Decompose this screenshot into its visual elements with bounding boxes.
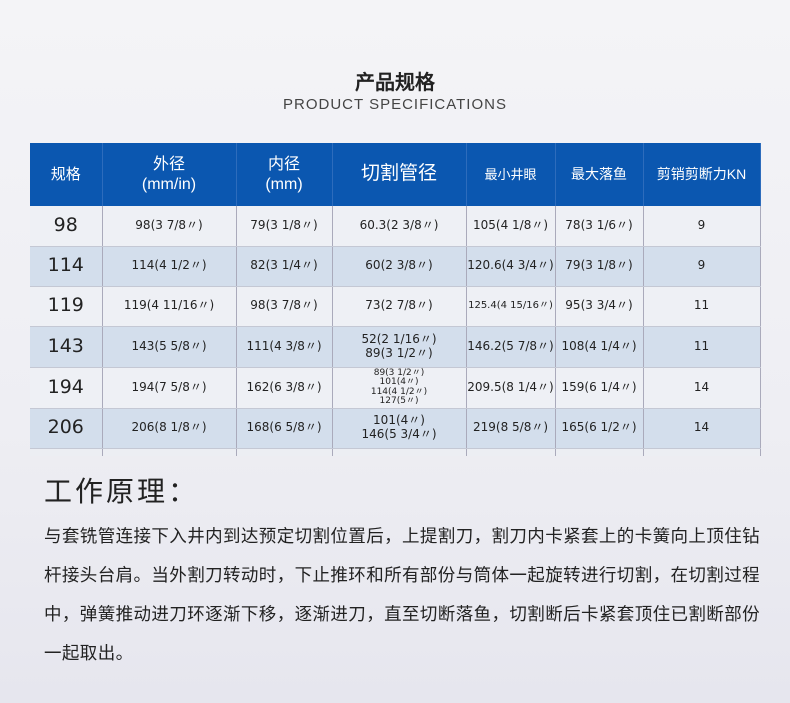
table-row: 194 194(7 5/8〃) 162(6 3/8〃) 89(3 1/2〃) 101(4… bbox=[30, 367, 761, 409]
principle-heading: 工作原理： bbox=[44, 475, 200, 508]
table-cell: 114(4 1/2〃) bbox=[102, 246, 237, 287]
table-cell: 9 bbox=[643, 206, 761, 247]
table-cell: 114 bbox=[30, 246, 103, 287]
table-cell: 95(3 3/4〃) bbox=[555, 286, 644, 327]
table-row: 114 114(4 1/2〃) 82(3 1/4〃) 60(2 3/8〃) 120.6(… bbox=[30, 246, 761, 287]
table-cell: 14 bbox=[643, 367, 761, 409]
table-cell: 9 bbox=[643, 246, 761, 287]
table-cell: 120.6(4 3/4〃) bbox=[466, 246, 556, 287]
table-row: 206 206(8 1/8〃) 168(6 5/8〃) 101(4〃) 146(5 3/… bbox=[30, 408, 761, 449]
table-cell: 52(2 1/16〃) 89(3 1/2〃) bbox=[332, 326, 467, 368]
spacer-cell bbox=[555, 448, 644, 456]
table-cell: 194(7 5/8〃) bbox=[102, 367, 237, 409]
table-cell: 119(4 11/16〃) bbox=[102, 286, 237, 327]
table-cell: 165(6 1/2〃) bbox=[555, 408, 644, 449]
spacer-cell bbox=[332, 448, 467, 456]
page-subtitle: PRODUCT SPECIFICATIONS bbox=[283, 96, 507, 113]
table-cell: 11 bbox=[643, 326, 761, 368]
table-cell: 78(3 1/6〃) bbox=[555, 206, 644, 247]
spacer-cell bbox=[236, 448, 333, 456]
table-cell: 206(8 1/8〃) bbox=[102, 408, 237, 449]
table-cell: 194 bbox=[30, 367, 103, 409]
table-cell: 79(3 1/8〃) bbox=[236, 206, 333, 247]
table-cell: 143 bbox=[30, 326, 103, 368]
column-header: 切割管径 bbox=[332, 143, 467, 206]
table-cell: 101(4〃) 146(5 3/4〃) bbox=[332, 408, 467, 449]
table-cell: 11 bbox=[643, 286, 761, 327]
table-cell: 60.3(2 3/8〃) bbox=[332, 206, 467, 247]
spacer-cell bbox=[30, 448, 103, 456]
table-cell: 82(3 1/4〃) bbox=[236, 246, 333, 287]
spacer-cell bbox=[102, 448, 237, 456]
table-cell: 111(4 3/8〃) bbox=[236, 326, 333, 368]
spacer-cell bbox=[466, 448, 556, 456]
table-cell: 125.4(4 15/16〃) bbox=[466, 286, 556, 327]
column-header: 最大落鱼 bbox=[555, 143, 644, 206]
principle-text: 与套铣管连接下入井内到达预定切割位置后，上提割刀，割刀内卡紧套上的卡簧向上顶住钻… bbox=[44, 527, 760, 664]
table-cell: 143(5 5/8〃) bbox=[102, 326, 237, 368]
table-cell: 108(4 1/4〃) bbox=[555, 326, 644, 368]
table-cell: 89(3 1/2〃) 101(4〃) 114(4 1/2〃) 127(5〃) bbox=[332, 367, 467, 409]
table-cell: 209.5(8 1/4〃) bbox=[466, 367, 556, 409]
table-cell: 119 bbox=[30, 286, 103, 327]
table-cell: 146.2(5 7/8〃) bbox=[466, 326, 556, 368]
table-row: 98 98(3 7/8〃) 79(3 1/8〃) 60.3(2 3/8〃) 105(4 … bbox=[30, 206, 761, 247]
table-row: 143 143(5 5/8〃) 111(4 3/8〃) 52(2 1/16〃) 89(3… bbox=[30, 326, 761, 368]
column-header: 外径 (mm/in) bbox=[102, 143, 237, 206]
column-header: 剪销剪断力KN bbox=[643, 143, 761, 206]
table-cell: 60(2 3/8〃) bbox=[332, 246, 467, 287]
table-cell: 73(2 7/8〃) bbox=[332, 286, 467, 327]
column-header: 内径 (mm) bbox=[236, 143, 333, 206]
table-header-row: 规格 外径 (mm/in) 内径 (mm) 切割管径 最小井眼 最大落鱼 剪销剪断力KN bbox=[30, 143, 761, 206]
page-title: 产品规格 bbox=[355, 70, 435, 94]
spacer-cell bbox=[643, 448, 761, 456]
table-cell: 219(8 5/8〃) bbox=[466, 408, 556, 449]
table-row: 119 119(4 11/16〃) 98(3 7/8〃) 73(2 7/8〃) 125.… bbox=[30, 286, 761, 327]
table-cell: 162(6 3/8〃) bbox=[236, 367, 333, 409]
table-cell: 98(3 7/8〃) bbox=[102, 206, 237, 247]
table-cell: 206 bbox=[30, 408, 103, 449]
table-cell: 79(3 1/8〃) bbox=[555, 246, 644, 287]
table-cell: 105(4 1/8〃) bbox=[466, 206, 556, 247]
column-header: 规格 bbox=[30, 143, 103, 206]
table-spacer-row bbox=[30, 448, 761, 456]
spec-table: 规格 外径 (mm/in) 内径 (mm) 切割管径 最小井眼 最大落鱼 剪销剪断力KN 98 9… bbox=[30, 143, 761, 456]
table-cell: 168(6 5/8〃) bbox=[236, 408, 333, 449]
table-cell: 98(3 7/8〃) bbox=[236, 286, 333, 327]
table-cell: 159(6 1/4〃) bbox=[555, 367, 644, 409]
table-cell: 14 bbox=[643, 408, 761, 449]
table-cell: 98 bbox=[30, 206, 103, 247]
column-header: 最小井眼 bbox=[466, 143, 556, 206]
